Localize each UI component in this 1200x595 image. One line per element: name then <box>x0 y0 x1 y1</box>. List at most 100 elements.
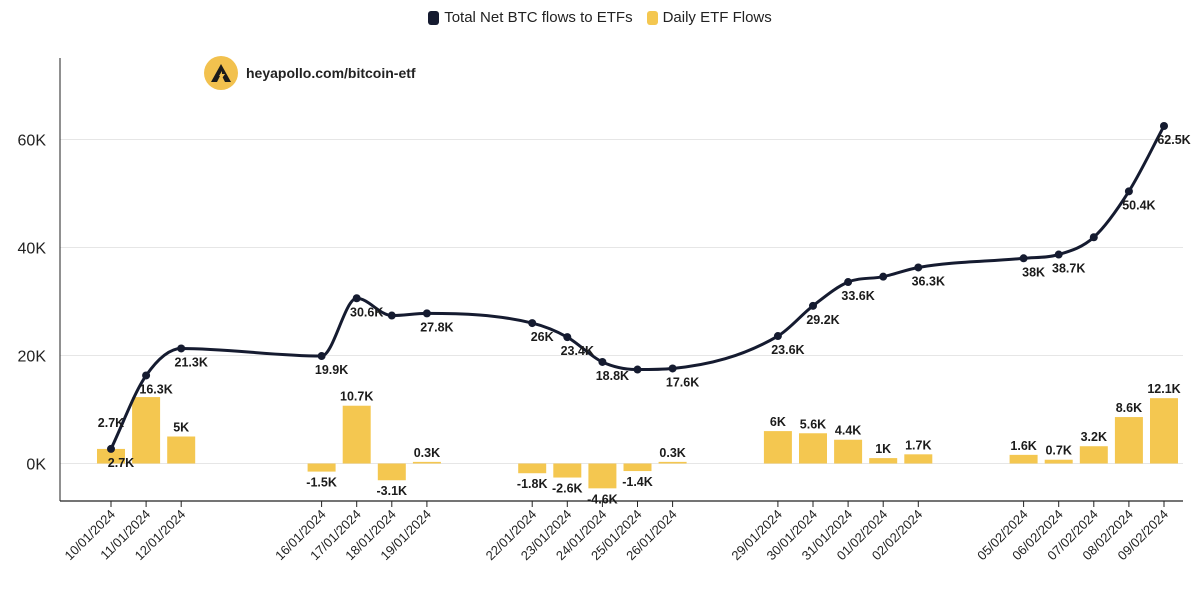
bar-data-label: 5.6K <box>800 417 826 431</box>
line-data-label: 21.3K <box>175 355 208 369</box>
line-point <box>1019 254 1028 263</box>
bar-data-label: -1.4K <box>622 475 653 489</box>
bar-layer <box>97 397 1178 489</box>
legend-swatch-bar <box>646 10 658 25</box>
line-data-label: 33.6K <box>841 289 874 303</box>
line-point <box>879 272 888 281</box>
line-point <box>107 444 115 453</box>
bar-data-label: 0.7K <box>1045 444 1071 458</box>
line-point <box>844 278 853 287</box>
bar <box>377 463 406 481</box>
bar-data-label: 4.4K <box>835 424 861 438</box>
line-data-label: 19.9K <box>315 363 348 377</box>
bar <box>307 463 336 472</box>
bar <box>412 461 441 464</box>
bar-data-label: -2.6K <box>552 482 583 496</box>
legend-label-line: Total Net BTC flows to ETFs <box>444 9 633 26</box>
bar <box>869 458 898 464</box>
bar <box>97 448 125 464</box>
line-point <box>1160 122 1168 130</box>
bar-data-label: 3.2K <box>1081 430 1107 444</box>
legend-label-bar: Daily ETF Flows <box>662 9 772 26</box>
line-data-label: 23.6K <box>771 343 804 357</box>
line-data-label: 36.3K <box>912 274 945 288</box>
bar-data-label: 0.3K <box>414 446 440 460</box>
line-point <box>598 357 607 366</box>
line-point <box>317 352 326 361</box>
apollo-logo-icon <box>204 56 238 90</box>
line-data-label: 2.7K <box>108 456 134 470</box>
line-point <box>633 365 642 374</box>
line-data-label: 17.6K <box>666 375 699 389</box>
bar <box>588 463 617 489</box>
y-tick-label: 0K <box>26 457 46 474</box>
line-point <box>1124 187 1133 196</box>
bar <box>1079 446 1108 464</box>
bar-data-label: 0.3K <box>659 446 685 460</box>
line-point <box>809 301 817 310</box>
line-point <box>177 344 186 353</box>
bar-data-label: -4.6K <box>587 492 618 506</box>
line-layer <box>107 122 1168 453</box>
y-tick-label: 60K <box>18 133 47 150</box>
line-point <box>914 263 923 272</box>
line-data-label: 38.7K <box>1052 262 1085 276</box>
bar <box>132 397 161 464</box>
line-data-label: 16.3K <box>139 382 172 396</box>
series-line-total-net-flows <box>109 125 1166 450</box>
bar <box>518 463 547 474</box>
line-point <box>142 371 151 380</box>
line-data-label: 62.5K <box>1157 133 1190 147</box>
bar-data-label: 10.7K <box>340 390 373 404</box>
bar <box>623 463 652 472</box>
chart-legend: Total Net BTC flows to ETFs Daily ETF Fl… <box>0 9 1200 26</box>
y-tick-label: 40K <box>18 241 47 258</box>
bar <box>1114 417 1143 464</box>
line-data-label: 18.8K <box>596 369 629 383</box>
bar-data-label: 8.6K <box>1116 401 1142 415</box>
line-point <box>422 309 431 318</box>
bar <box>1009 454 1038 464</box>
line-data-label: 23.4K <box>561 344 594 358</box>
bar <box>763 431 792 464</box>
line-data-label: 26K <box>531 330 554 344</box>
line-data-label: 30.6K <box>350 305 383 319</box>
bar <box>167 436 196 464</box>
line-point <box>1054 250 1063 259</box>
bar-data-label: 1.6K <box>1010 439 1036 453</box>
bar-data-label: 1K <box>875 442 891 456</box>
bar <box>1150 398 1178 464</box>
line-point <box>668 364 677 373</box>
line-data-label: 29.2K <box>806 313 839 327</box>
bar <box>799 433 827 464</box>
brand-url: heyapollo.com/bitcoin-etf <box>246 65 416 81</box>
legend-item-daily-flows[interactable]: Daily ETF Flows <box>646 9 772 26</box>
bar <box>834 439 863 464</box>
bar <box>658 461 687 464</box>
bar-data-label: 12.1K <box>1147 382 1180 396</box>
line-data-label: 50.4K <box>1122 198 1155 212</box>
bar-data-label: -3.1K <box>377 484 408 498</box>
line-data-label: 27.8K <box>420 320 453 334</box>
y-tick-label: 20K <box>18 349 47 366</box>
bar <box>342 405 371 464</box>
bar-data-label: 5K <box>173 421 189 435</box>
bar <box>904 454 933 464</box>
line-data-label: 38K <box>1022 265 1045 279</box>
line-point <box>773 332 782 341</box>
brand-watermark: heyapollo.com/bitcoin-etf <box>204 56 416 90</box>
line-point <box>387 311 396 320</box>
bar-data-label: -1.8K <box>517 477 548 491</box>
grid-layer <box>60 139 1183 464</box>
bar-data-label: -1.5K <box>306 476 337 490</box>
bar <box>553 463 582 478</box>
line-point <box>1089 233 1098 242</box>
legend-item-total-net-flows[interactable]: Total Net BTC flows to ETFs <box>428 9 633 26</box>
legend-swatch-line <box>428 10 440 25</box>
bar-data-label: 1.7K <box>905 438 931 452</box>
line-point <box>563 333 572 342</box>
bar-data-label: 6K <box>770 415 786 429</box>
line-point <box>352 294 361 303</box>
